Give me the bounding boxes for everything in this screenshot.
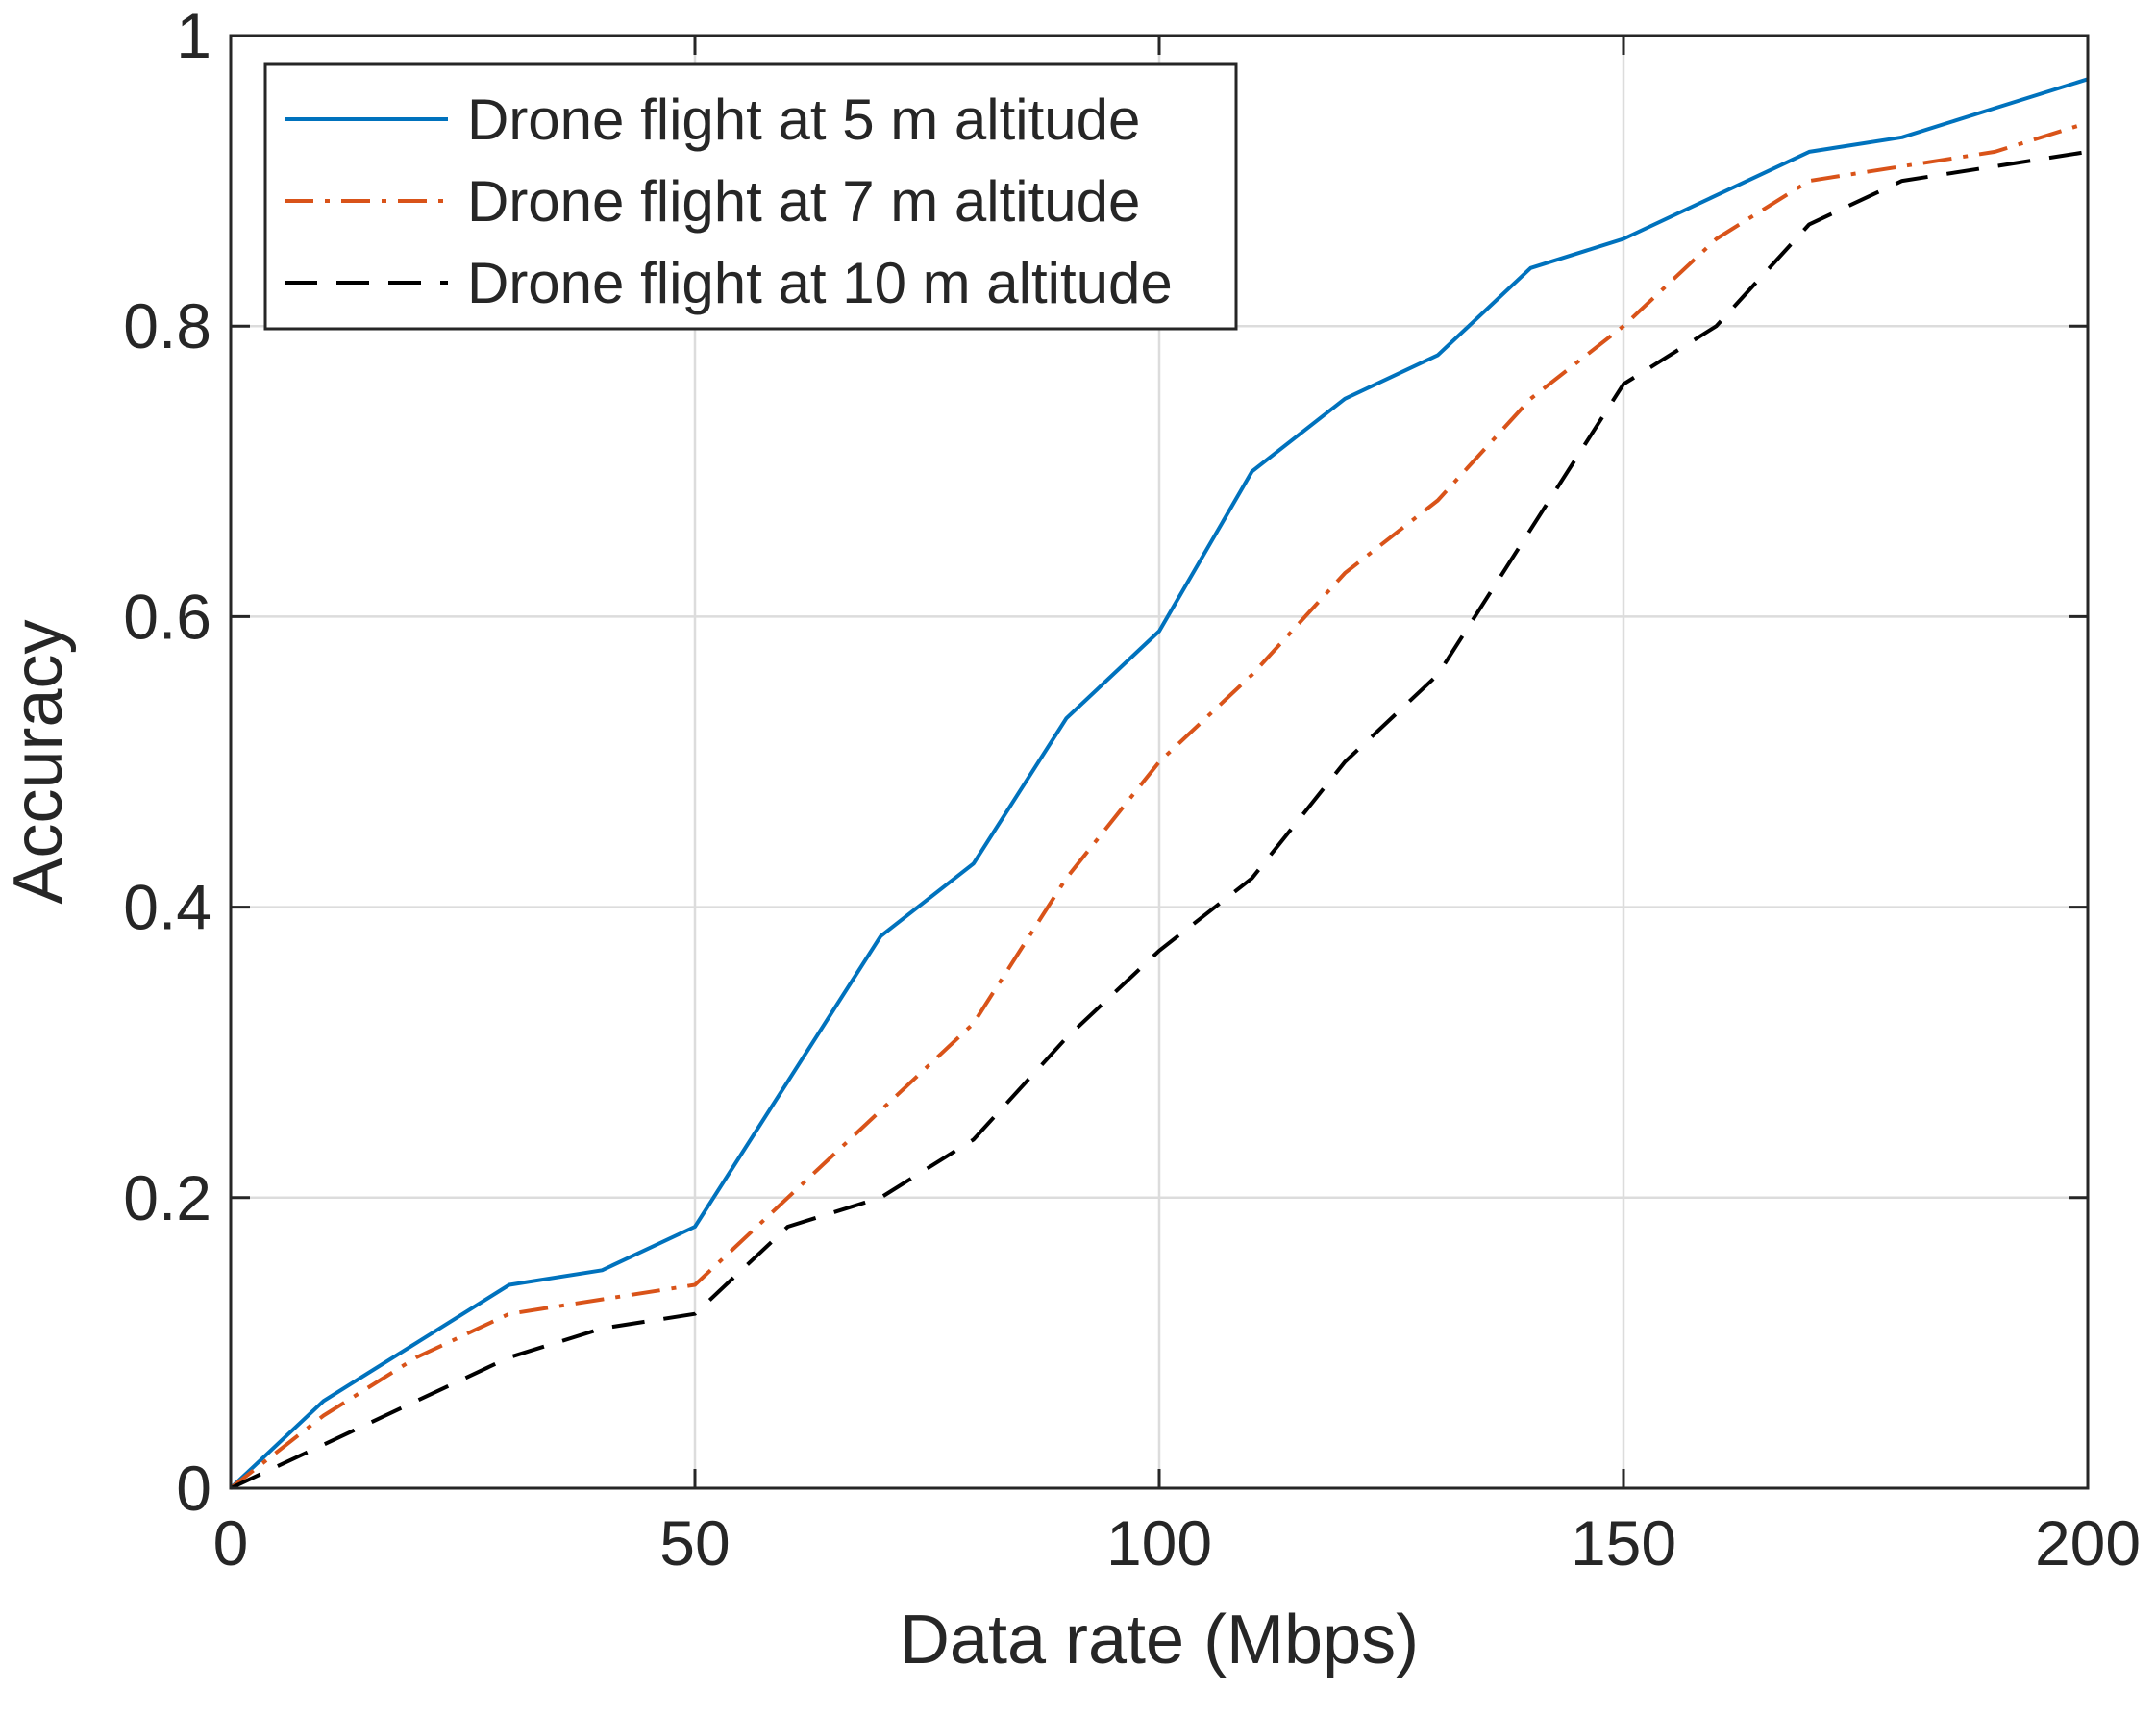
y-tick-label: 0.8: [123, 290, 211, 361]
y-tick-label: 0: [176, 1453, 211, 1524]
series-line-3: [230, 149, 2089, 1490]
x-tick-label: 50: [659, 1507, 730, 1579]
axes: [229, 34, 2090, 1490]
legend-label-1: Drone flight at 5 m altitude: [467, 87, 1140, 152]
x-tick-label: 150: [1571, 1507, 1676, 1579]
legend-box: [263, 62, 1238, 331]
x-tick-label: 0: [213, 1507, 249, 1579]
y-tick-label: 1: [176, 0, 211, 71]
data-series: [229, 77, 2089, 1490]
series-line-1: [229, 77, 2089, 1490]
y-tick-label: 0.2: [123, 1162, 211, 1233]
y-tick-label: 0.6: [123, 581, 211, 652]
legend-label-2: Drone flight at 7 m altitude: [467, 169, 1140, 234]
x-axis-title: Data rate (Mbps): [900, 1602, 1419, 1679]
tick-labels: 0 50 100 150 200 0 0.2 0.4 0.6 0.8 1: [123, 0, 2141, 1579]
series-line-2: [229, 120, 2089, 1490]
legend-label-3: Drone flight at 10 m altitude: [467, 251, 1173, 315]
legend: Drone flight at 5 m altitude Drone flight…: [263, 62, 1238, 331]
x-tick-label: 100: [1106, 1507, 1212, 1579]
x-tick-label: 200: [2035, 1507, 2141, 1579]
y-axis-title: Accuracy: [0, 619, 77, 904]
y-tick-label: 0.4: [123, 872, 211, 943]
